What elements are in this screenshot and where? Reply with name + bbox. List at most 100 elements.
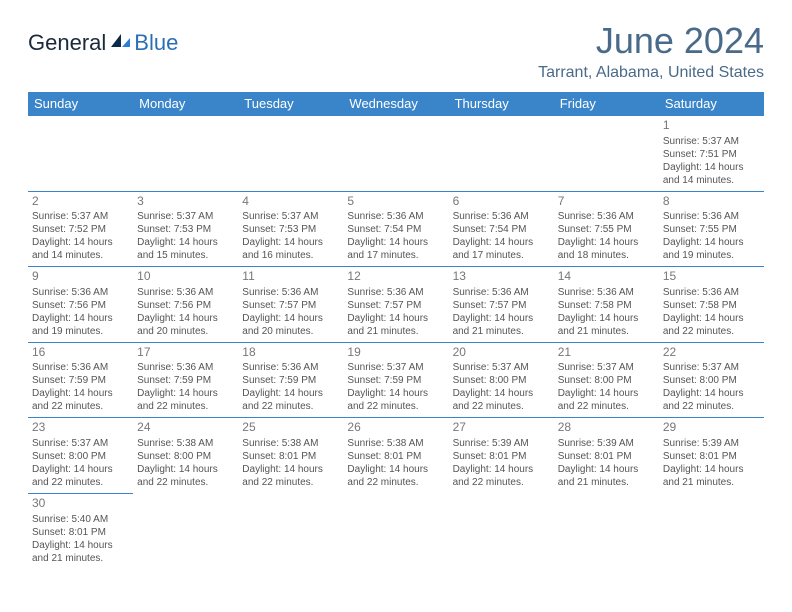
daylight-line: Daylight: 14 hours and 15 minutes.	[137, 236, 234, 262]
day-header-row: SundayMondayTuesdayWednesdayThursdayFrid…	[28, 92, 764, 116]
sunset-line: Sunset: 7:52 PM	[32, 223, 129, 236]
calendar-cell: 30Sunrise: 5:40 AMSunset: 8:01 PMDayligh…	[28, 493, 133, 568]
sunrise-line: Sunrise: 5:38 AM	[347, 437, 444, 450]
sunrise-line: Sunrise: 5:36 AM	[347, 286, 444, 299]
daylight-line: Daylight: 14 hours and 17 minutes.	[453, 236, 550, 262]
sunrise-line: Sunrise: 5:36 AM	[453, 210, 550, 223]
calendar-table: SundayMondayTuesdayWednesdayThursdayFrid…	[28, 92, 764, 569]
daylight-line: Daylight: 14 hours and 21 minutes.	[558, 312, 655, 338]
sunrise-line: Sunrise: 5:36 AM	[137, 286, 234, 299]
sunset-line: Sunset: 8:00 PM	[32, 450, 129, 463]
calendar-cell: 16Sunrise: 5:36 AMSunset: 7:59 PMDayligh…	[28, 342, 133, 418]
day-number: 12	[347, 269, 444, 285]
calendar-week: 30Sunrise: 5:40 AMSunset: 8:01 PMDayligh…	[28, 493, 764, 568]
day-number: 13	[453, 269, 550, 285]
calendar-cell: 4Sunrise: 5:37 AMSunset: 7:53 PMDaylight…	[238, 191, 343, 267]
title-block: June 2024 Tarrant, Alabama, United State…	[538, 20, 764, 82]
calendar-cell: 27Sunrise: 5:39 AMSunset: 8:01 PMDayligh…	[449, 418, 554, 494]
daylight-line: Daylight: 14 hours and 22 minutes.	[242, 463, 339, 489]
sunset-line: Sunset: 8:00 PM	[453, 374, 550, 387]
calendar-cell: 5Sunrise: 5:36 AMSunset: 7:54 PMDaylight…	[343, 191, 448, 267]
day-header: Wednesday	[343, 92, 448, 116]
calendar-cell: 23Sunrise: 5:37 AMSunset: 8:00 PMDayligh…	[28, 418, 133, 494]
day-number: 27	[453, 420, 550, 436]
daylight-line: Daylight: 14 hours and 22 minutes.	[453, 463, 550, 489]
calendar-cell	[133, 116, 238, 192]
daylight-line: Daylight: 14 hours and 22 minutes.	[32, 463, 129, 489]
day-number: 10	[137, 269, 234, 285]
daylight-line: Daylight: 14 hours and 20 minutes.	[137, 312, 234, 338]
daylight-line: Daylight: 14 hours and 21 minutes.	[453, 312, 550, 338]
sunset-line: Sunset: 7:53 PM	[137, 223, 234, 236]
daylight-line: Daylight: 14 hours and 22 minutes.	[663, 387, 760, 413]
calendar-cell	[659, 493, 764, 568]
location: Tarrant, Alabama, United States	[538, 64, 764, 82]
daylight-line: Daylight: 14 hours and 22 minutes.	[242, 387, 339, 413]
sunset-line: Sunset: 7:53 PM	[242, 223, 339, 236]
sunset-line: Sunset: 8:01 PM	[558, 450, 655, 463]
day-number: 23	[32, 420, 129, 436]
day-header: Tuesday	[238, 92, 343, 116]
daylight-line: Daylight: 14 hours and 22 minutes.	[137, 387, 234, 413]
calendar-cell	[133, 493, 238, 568]
sunset-line: Sunset: 7:57 PM	[242, 299, 339, 312]
calendar-cell: 6Sunrise: 5:36 AMSunset: 7:54 PMDaylight…	[449, 191, 554, 267]
sunset-line: Sunset: 7:59 PM	[32, 374, 129, 387]
sunset-line: Sunset: 7:54 PM	[453, 223, 550, 236]
day-number: 5	[347, 194, 444, 210]
sunset-line: Sunset: 7:59 PM	[137, 374, 234, 387]
day-number: 20	[453, 345, 550, 361]
daylight-line: Daylight: 14 hours and 22 minutes.	[347, 387, 444, 413]
logo: General Blue	[28, 30, 178, 56]
daylight-line: Daylight: 14 hours and 21 minutes.	[663, 463, 760, 489]
calendar-cell: 8Sunrise: 5:36 AMSunset: 7:55 PMDaylight…	[659, 191, 764, 267]
calendar-cell: 3Sunrise: 5:37 AMSunset: 7:53 PMDaylight…	[133, 191, 238, 267]
day-header: Thursday	[449, 92, 554, 116]
sunset-line: Sunset: 7:57 PM	[347, 299, 444, 312]
daylight-line: Daylight: 14 hours and 21 minutes.	[347, 312, 444, 338]
calendar-cell	[554, 116, 659, 192]
daylight-line: Daylight: 14 hours and 19 minutes.	[32, 312, 129, 338]
calendar-cell: 19Sunrise: 5:37 AMSunset: 7:59 PMDayligh…	[343, 342, 448, 418]
sunset-line: Sunset: 7:59 PM	[242, 374, 339, 387]
daylight-line: Daylight: 14 hours and 22 minutes.	[347, 463, 444, 489]
sunset-line: Sunset: 7:58 PM	[663, 299, 760, 312]
calendar-cell: 29Sunrise: 5:39 AMSunset: 8:01 PMDayligh…	[659, 418, 764, 494]
day-number: 2	[32, 194, 129, 210]
sunrise-line: Sunrise: 5:37 AM	[32, 437, 129, 450]
day-number: 22	[663, 345, 760, 361]
sunset-line: Sunset: 8:01 PM	[347, 450, 444, 463]
day-number: 30	[32, 496, 129, 512]
sunset-line: Sunset: 7:56 PM	[137, 299, 234, 312]
calendar-cell	[449, 116, 554, 192]
day-number: 1	[663, 118, 760, 134]
daylight-line: Daylight: 14 hours and 22 minutes.	[137, 463, 234, 489]
calendar-cell	[343, 116, 448, 192]
sunrise-line: Sunrise: 5:37 AM	[453, 361, 550, 374]
calendar-cell: 2Sunrise: 5:37 AMSunset: 7:52 PMDaylight…	[28, 191, 133, 267]
sunset-line: Sunset: 8:01 PM	[242, 450, 339, 463]
day-number: 25	[242, 420, 339, 436]
calendar-cell: 11Sunrise: 5:36 AMSunset: 7:57 PMDayligh…	[238, 267, 343, 343]
calendar-cell	[449, 493, 554, 568]
day-number: 9	[32, 269, 129, 285]
calendar-cell: 7Sunrise: 5:36 AMSunset: 7:55 PMDaylight…	[554, 191, 659, 267]
calendar-cell	[28, 116, 133, 192]
calendar-cell: 21Sunrise: 5:37 AMSunset: 8:00 PMDayligh…	[554, 342, 659, 418]
calendar-cell: 24Sunrise: 5:38 AMSunset: 8:00 PMDayligh…	[133, 418, 238, 494]
calendar-cell: 12Sunrise: 5:36 AMSunset: 7:57 PMDayligh…	[343, 267, 448, 343]
daylight-line: Daylight: 14 hours and 21 minutes.	[558, 463, 655, 489]
day-number: 26	[347, 420, 444, 436]
calendar-week: 1Sunrise: 5:37 AMSunset: 7:51 PMDaylight…	[28, 116, 764, 192]
day-number: 8	[663, 194, 760, 210]
sunrise-line: Sunrise: 5:36 AM	[453, 286, 550, 299]
sunrise-line: Sunrise: 5:38 AM	[242, 437, 339, 450]
sunrise-line: Sunrise: 5:36 AM	[347, 210, 444, 223]
daylight-line: Daylight: 14 hours and 21 minutes.	[32, 539, 129, 565]
calendar-week: 2Sunrise: 5:37 AMSunset: 7:52 PMDaylight…	[28, 191, 764, 267]
day-number: 18	[242, 345, 339, 361]
daylight-line: Daylight: 14 hours and 14 minutes.	[663, 161, 760, 187]
sunrise-line: Sunrise: 5:36 AM	[242, 286, 339, 299]
sunset-line: Sunset: 7:54 PM	[347, 223, 444, 236]
sunset-line: Sunset: 7:55 PM	[663, 223, 760, 236]
